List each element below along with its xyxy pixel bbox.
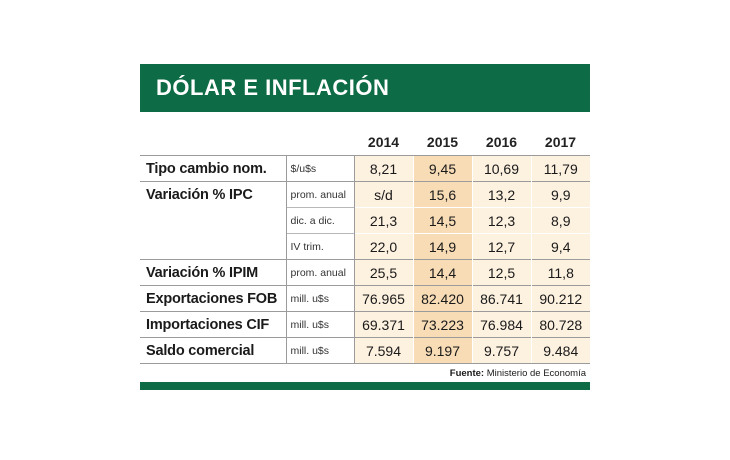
cell-value: 12,7 — [471, 233, 531, 260]
cell-value: 69.371 — [353, 311, 413, 338]
source-text: Ministerio de Economía — [486, 368, 586, 379]
row-unit: prom. anual — [286, 259, 355, 286]
table-wrap: 2014 2015 2016 2017 Tipo cambio nom. $/u… — [140, 128, 590, 382]
year-header: 2016 — [485, 133, 518, 150]
cell-value: 86.741 — [471, 285, 531, 312]
row-unit: dic. a dic. — [286, 207, 355, 234]
infographic-title: DÓLAR E INFLACIÓN — [156, 75, 390, 100]
table-row: dic. a dic. 21,3 14,5 12,3 8,9 — [140, 207, 590, 234]
cell-value: 9.757 — [471, 337, 531, 364]
cell-value: 15,6 — [412, 181, 472, 208]
row-unit: IV trim. — [286, 233, 355, 260]
row-unit: mill. u$s — [286, 337, 355, 364]
year-header: 2017 — [544, 133, 577, 150]
row-label: Variación % IPC — [140, 181, 287, 208]
row-unit: mill. u$s — [286, 285, 355, 312]
title-bar: DÓLAR E INFLACIÓN — [140, 64, 590, 112]
cell-value: 9,9 — [530, 181, 590, 208]
table-row: Importaciones CIF mill. u$s 69.371 73.22… — [140, 311, 590, 338]
header-row: 2014 2015 2016 2017 — [140, 128, 590, 156]
cell-value: 11,8 — [530, 259, 590, 286]
table-row: Variación % IPC prom. anual s/d 15,6 13,… — [140, 181, 590, 208]
cell-value: 25,5 — [353, 259, 413, 286]
row-unit: prom. anual — [286, 181, 355, 208]
cell-value: 7.594 — [353, 337, 413, 364]
year-header: 2014 — [367, 133, 400, 150]
cell-value: 11,79 — [530, 155, 590, 182]
row-label: Importaciones CIF — [140, 311, 287, 338]
table-row: IV trim. 22,0 14,9 12,7 9,4 — [140, 233, 590, 260]
header-label-blank — [140, 128, 286, 156]
bottom-bar — [140, 382, 590, 390]
cell-value: 12,5 — [471, 259, 531, 286]
cell-value: 9.197 — [412, 337, 472, 364]
row-label — [140, 233, 287, 260]
row-label: Tipo cambio nom. — [140, 155, 287, 182]
cell-value: 14,5 — [412, 207, 472, 234]
table-row: Exportaciones FOB mill. u$s 76.965 82.42… — [140, 285, 590, 312]
cell-value: 82.420 — [412, 285, 472, 312]
source-note: Fuente: Ministerio de Economía — [140, 364, 590, 382]
cell-value: 21,3 — [353, 207, 413, 234]
cell-value: 76.965 — [353, 285, 413, 312]
cell-value: 8,9 — [530, 207, 590, 234]
cell-value: 73.223 — [412, 311, 472, 338]
cell-value: 9,4 — [530, 233, 590, 260]
row-label — [140, 207, 287, 234]
header-unit-blank — [286, 128, 354, 156]
cell-value: 9.484 — [530, 337, 590, 364]
infographic-card: DÓLAR E INFLACIÓN 2014 2015 2016 2017 — [140, 64, 590, 390]
year-header: 2015 — [426, 133, 459, 150]
cell-value: 8,21 — [353, 155, 413, 182]
cell-value: 9,45 — [412, 155, 472, 182]
row-unit: $/u$s — [286, 155, 355, 182]
row-label: Saldo comercial — [140, 337, 287, 364]
cell-value: 13,2 — [471, 181, 531, 208]
cell-value: 22,0 — [353, 233, 413, 260]
table-row: Variación % IPIM prom. anual 25,5 14,4 1… — [140, 259, 590, 286]
cell-value: 76.984 — [471, 311, 531, 338]
row-label: Exportaciones FOB — [140, 285, 287, 312]
cell-value: 10,69 — [471, 155, 531, 182]
cell-value: s/d — [353, 181, 413, 208]
row-unit: mill. u$s — [286, 311, 355, 338]
cell-value: 12,3 — [471, 207, 531, 234]
cell-value: 14,4 — [412, 259, 472, 286]
source-prefix: Fuente: — [449, 368, 485, 379]
data-table: 2014 2015 2016 2017 Tipo cambio nom. $/u… — [140, 128, 590, 364]
cell-value: 90.212 — [530, 285, 590, 312]
table-row: Tipo cambio nom. $/u$s 8,21 9,45 10,69 1… — [140, 155, 590, 182]
cell-value: 14,9 — [412, 233, 472, 260]
cell-value: 80.728 — [530, 311, 590, 338]
row-label: Variación % IPIM — [140, 259, 287, 286]
table-row: Saldo comercial mill. u$s 7.594 9.197 9.… — [140, 337, 590, 364]
